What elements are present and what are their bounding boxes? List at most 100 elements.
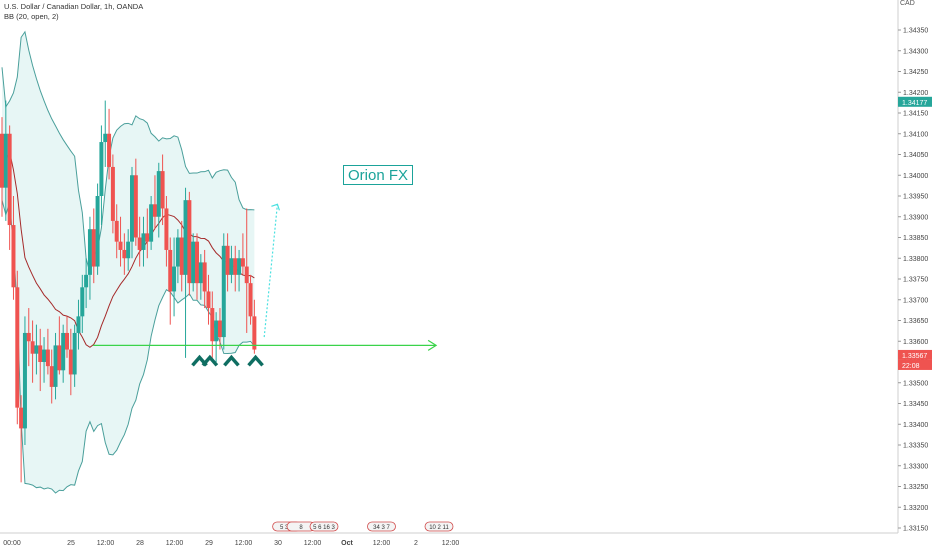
- y-tick-label: 1.34100: [903, 131, 928, 138]
- candle: [38, 328, 43, 392]
- candle: [107, 108, 112, 180]
- candle-body: [107, 133, 112, 167]
- y-tick-label: 1.33400: [903, 422, 928, 429]
- candle-body: [99, 142, 104, 196]
- candle-body: [38, 345, 43, 362]
- axis-currency-label: CAD: [900, 0, 915, 7]
- event-marker-box: [309, 521, 339, 532]
- candle: [45, 328, 50, 375]
- symbol-legend: U.S. Dollar / Canadian Dollar, 1h, OANDA: [4, 2, 144, 11]
- x-tick-label: 12:00: [235, 540, 253, 547]
- candle-body: [168, 249, 173, 292]
- candle: [22, 316, 27, 445]
- candle: [65, 316, 70, 358]
- y-tick-label: 1.33850: [903, 235, 928, 242]
- candle-body: [160, 171, 165, 209]
- candle-body: [0, 133, 4, 188]
- candle-body: [87, 229, 92, 275]
- event-marker-box: [367, 521, 396, 532]
- y-tick-label: 1.33500: [903, 380, 928, 387]
- event-marker: 34 3 7: [367, 521, 396, 532]
- candle: [168, 237, 173, 325]
- y-tick-label: 1.33600: [903, 339, 928, 346]
- candle: [57, 316, 62, 375]
- candle: [114, 204, 119, 259]
- y-tick-label: 1.34150: [903, 111, 928, 118]
- candle: [26, 308, 31, 367]
- candle: [187, 191, 192, 296]
- up-arrow-icon: [247, 354, 264, 367]
- x-tick-label: 12:00: [373, 540, 391, 547]
- last-price-badge-bg: [898, 349, 932, 360]
- candle-body: [114, 220, 119, 242]
- candle: [95, 183, 100, 275]
- candle-body: [84, 274, 89, 288]
- candle-body: [110, 166, 115, 221]
- bollinger-basis: [1, 133, 255, 348]
- y-tick-label: 1.34350: [903, 28, 928, 35]
- y-tick-label: 1.33650: [903, 318, 928, 325]
- candle-body: [118, 241, 123, 250]
- y-tick-label: 1.33200: [903, 505, 928, 512]
- candle: [91, 208, 96, 284]
- candle-body: [156, 171, 161, 217]
- candle: [34, 324, 39, 375]
- candle: [252, 299, 257, 354]
- candle-body: [198, 262, 203, 284]
- candle-body: [80, 287, 85, 317]
- candle-body: [145, 233, 150, 242]
- x-tick-label: 30: [274, 540, 282, 547]
- event-marker-label: 5 6 16 3: [313, 525, 335, 531]
- candle: [76, 299, 81, 350]
- candle-body: [141, 233, 146, 250]
- y-tick-label: 1.33150: [903, 526, 928, 533]
- candle: [217, 308, 222, 350]
- event-marker: 5 6 16 3: [309, 521, 339, 532]
- candle-body: [252, 316, 257, 350]
- support-arrow-head: [427, 339, 438, 351]
- candle: [84, 258, 89, 309]
- candle-body: [61, 332, 66, 371]
- candle-body: [122, 249, 127, 259]
- current-price-badge: 1.34177: [902, 100, 927, 107]
- candle-body: [53, 345, 58, 387]
- candle-body: [179, 237, 184, 275]
- projection-arrow-head: [271, 203, 280, 211]
- y-tick-label: 1.34050: [903, 152, 928, 159]
- candle-body: [217, 320, 222, 338]
- candle-body: [130, 175, 135, 242]
- candle: [72, 324, 77, 387]
- candle-body: [7, 133, 12, 226]
- x-tick-label: 00:00: [3, 540, 21, 547]
- event-marker: 10 2 11: [424, 521, 454, 532]
- candle-body: [206, 291, 211, 309]
- candle: [214, 312, 219, 362]
- candle: [202, 249, 207, 309]
- candle: [80, 274, 85, 333]
- candle: [137, 216, 142, 267]
- candle-body: [237, 258, 242, 275]
- y-tick-label: 1.34000: [903, 173, 928, 180]
- candle-body: [91, 229, 96, 267]
- candle-body: [95, 196, 100, 267]
- candle: [19, 395, 24, 483]
- y-tick-label: 1.34200: [903, 90, 928, 97]
- candle-body: [214, 320, 219, 342]
- current-price-badge-bg: [898, 96, 932, 107]
- event-marker-label: 10 2 11: [429, 525, 449, 531]
- y-tick-label: 1.34250: [903, 69, 928, 76]
- candle: [160, 154, 165, 226]
- candle-body: [210, 308, 215, 342]
- candle: [0, 117, 4, 217]
- candle-body: [49, 366, 54, 387]
- candle: [191, 233, 196, 292]
- candle-body: [137, 237, 142, 250]
- candle-body: [244, 266, 249, 284]
- candle-body: [229, 258, 234, 275]
- projection-line: [263, 204, 279, 338]
- candle: [172, 237, 177, 317]
- y-tick-label: 1.33700: [903, 297, 928, 304]
- y-tick-label: 1.34300: [903, 48, 928, 55]
- countdown-badge-bg: [898, 359, 932, 370]
